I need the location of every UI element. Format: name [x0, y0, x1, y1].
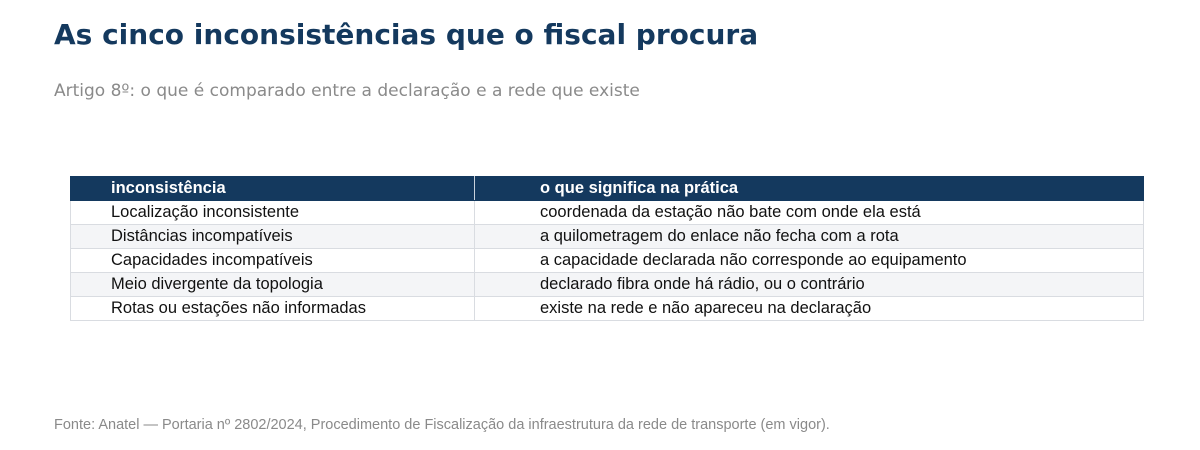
meaning-cell: a quilometragem do enlace não fecha com …: [474, 224, 1144, 249]
table-row: Localização inconsistente coordenada da …: [70, 200, 1144, 225]
inconsistency-cell: Meio divergente da topologia: [70, 272, 475, 297]
table-row: Rotas ou estações não informadas existe …: [70, 296, 1144, 321]
inconsistency-cell: Rotas ou estações não informadas: [70, 296, 475, 321]
table-row: Capacidades incompatíveis a capacidade d…: [70, 248, 1144, 273]
inconsistency-cell: Distâncias incompatíveis: [70, 224, 475, 249]
inconsistency-cell: Capacidades incompatíveis: [70, 248, 475, 273]
column-header-inconsistency: inconsistência: [70, 176, 475, 201]
table-header-row: inconsistência o que significa na prátic…: [70, 176, 1144, 201]
meaning-cell: declarado fibra onde há rádio, ou o cont…: [474, 272, 1144, 297]
inconsistency-cell: Localização inconsistente: [70, 200, 475, 225]
meaning-cell: existe na rede e não apareceu na declara…: [474, 296, 1144, 321]
table-row: Distâncias incompatíveis a quilometragem…: [70, 224, 1144, 249]
page-subtitle: Artigo 8º: o que é comparado entre a dec…: [54, 81, 640, 101]
inconsistencies-table: inconsistência o que significa na prátic…: [70, 176, 1144, 321]
table-row: Meio divergente da topologia declarado f…: [70, 272, 1144, 297]
column-header-meaning: o que significa na prática: [474, 176, 1144, 201]
meaning-cell: a capacidade declarada não corresponde a…: [474, 248, 1144, 273]
meaning-cell: coordenada da estação não bate com onde …: [474, 200, 1144, 225]
page-title: As cinco inconsistências que o fiscal pr…: [54, 18, 759, 51]
source-note: Fonte: Anatel — Portaria nº 2802/2024, P…: [54, 417, 830, 433]
